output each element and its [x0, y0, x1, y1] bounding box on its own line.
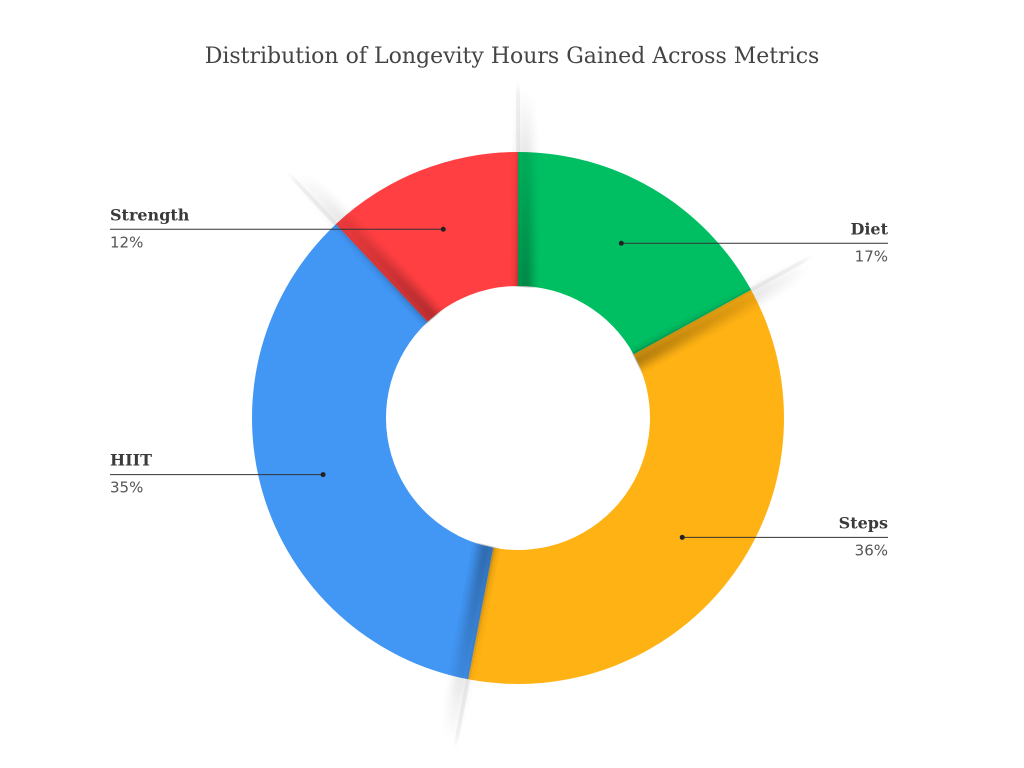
labels-group: Diet 17% Steps 36% HIIT 35% Strength 12% [110, 205, 889, 559]
separator-shadow [442, 501, 503, 743]
label-diet: Diet [850, 219, 888, 238]
donut-hole [387, 287, 649, 549]
label-steps: Steps [839, 513, 888, 532]
leader-dot-diet [618, 240, 624, 246]
leader-dot-steps [679, 534, 685, 540]
separator-shadow [291, 169, 468, 354]
label-strength: Strength [110, 205, 190, 224]
separator-shadow [517, 88, 532, 330]
value-label-strength: 12% [110, 233, 143, 251]
slices-group [252, 152, 784, 684]
value-label-hiit: 35% [110, 479, 143, 497]
slice-hiit [252, 224, 494, 680]
value-label-diet: 17% [855, 247, 888, 265]
slice-strength [335, 152, 518, 322]
label-hiit: HIIT [110, 451, 152, 470]
leader-dot-strength [440, 226, 446, 232]
slice-diet [518, 152, 752, 355]
separator-shadows [291, 88, 813, 743]
value-label-steps: 36% [855, 541, 888, 559]
slice-steps [468, 289, 784, 684]
separator-shadow [596, 258, 813, 388]
leader-dot-hiit [320, 472, 326, 478]
chart-title: Distribution of Longevity Hours Gained A… [204, 44, 820, 69]
